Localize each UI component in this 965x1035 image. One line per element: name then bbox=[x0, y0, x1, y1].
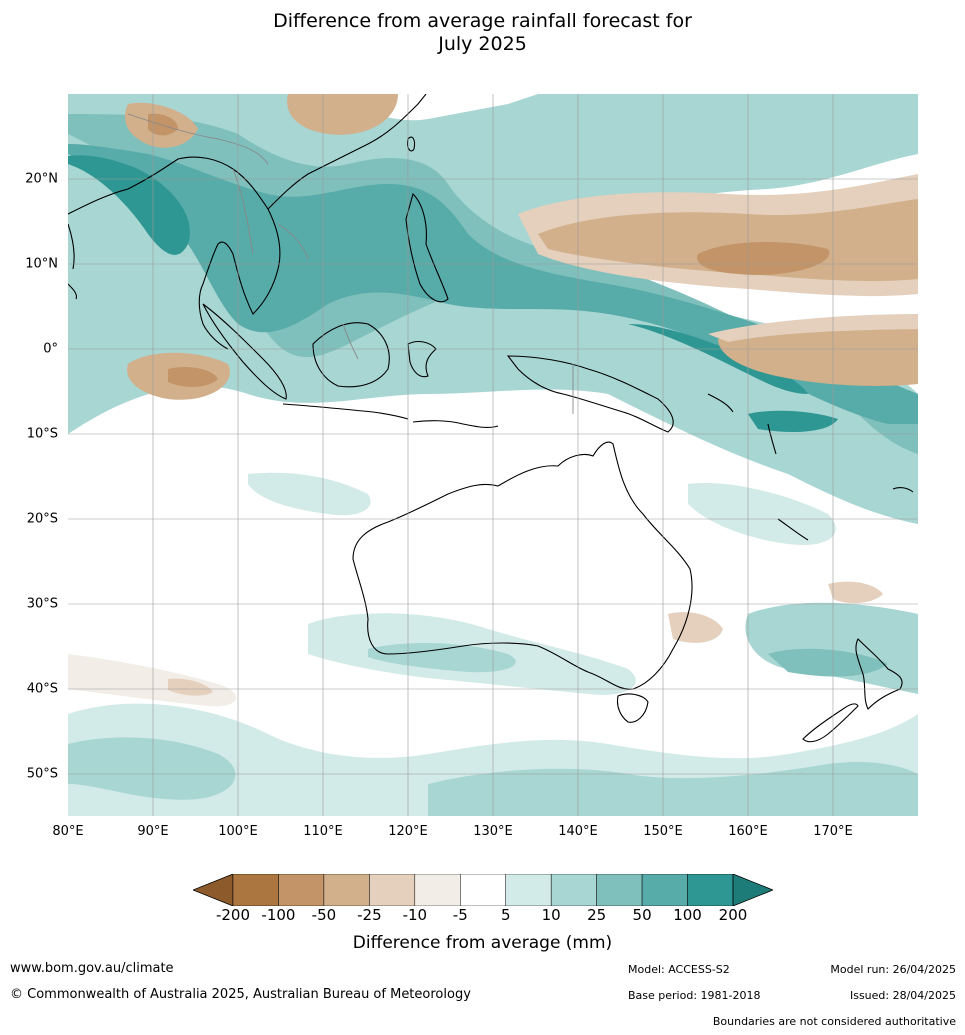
nz-south-island-outline bbox=[802, 703, 859, 743]
dry-south-indian-core bbox=[168, 678, 213, 696]
colorbar-tick-label: -25 bbox=[357, 906, 382, 924]
dry-nz-east bbox=[828, 581, 883, 604]
wet-tasman-core bbox=[768, 648, 888, 677]
country-borders bbox=[127, 113, 574, 414]
lon-label-160e: 160°E bbox=[728, 824, 768, 839]
lat-label-20n: 20°N bbox=[25, 171, 58, 187]
colorbar-tick-label: 50 bbox=[632, 906, 652, 924]
colorbar-tick-label: -10 bbox=[402, 906, 428, 924]
wet-tasman bbox=[745, 602, 918, 694]
colorbar-title: Difference from average (mm) bbox=[352, 933, 613, 953]
lat-label-20s: 20°S bbox=[26, 511, 58, 527]
new-guinea-outline bbox=[506, 355, 674, 433]
model-label: Model: ACCESS-S2 bbox=[628, 963, 730, 976]
model-run-label: Model run: 26/04/2025 bbox=[830, 963, 956, 976]
colorbar-tick-label: -100 bbox=[261, 906, 296, 924]
lat-label-50s: 50°S bbox=[26, 766, 58, 782]
colorbar-cell bbox=[232, 874, 279, 906]
wet-southern-ocean bbox=[428, 762, 918, 816]
lesser-sunda-outline bbox=[412, 420, 499, 429]
lat-label-0: 0° bbox=[43, 341, 58, 357]
colorbar bbox=[193, 874, 773, 906]
colorbar-cell bbox=[278, 874, 325, 906]
wet-band-core-2 bbox=[628, 324, 808, 394]
website-link[interactable]: www.bom.gov.au/climate bbox=[10, 961, 174, 976]
lon-label-140e: 140°E bbox=[558, 824, 598, 839]
colorbar-cell bbox=[369, 874, 416, 906]
lon-label-170e: 170°E bbox=[813, 824, 853, 839]
colorbar-cell bbox=[505, 874, 552, 906]
colorbar-tick-label: -50 bbox=[311, 906, 337, 924]
colorbar-cell bbox=[550, 874, 597, 906]
lon-label-100e: 100°E bbox=[218, 824, 258, 839]
dry-tasman bbox=[668, 612, 723, 643]
dry-indian-ocean-core bbox=[168, 367, 218, 387]
asia-mainland-outline bbox=[68, 94, 427, 350]
colorbar-cell bbox=[687, 874, 734, 906]
lon-label-90e: 90°E bbox=[137, 824, 169, 839]
lon-label-130e: 130°E bbox=[473, 824, 513, 839]
nz-north-island-outline bbox=[855, 638, 903, 710]
colorbar-cell bbox=[596, 874, 643, 906]
lat-label-10n: 10°N bbox=[25, 256, 58, 272]
wet-band-core-1 bbox=[68, 155, 190, 255]
dry-equator-east-light bbox=[708, 314, 918, 342]
colorbar-tick-label: 5 bbox=[500, 906, 511, 924]
base-period-label: Base period: 1981-2018 bbox=[628, 989, 761, 1002]
title-line-1: Difference from average rainfall forecas… bbox=[273, 10, 692, 32]
graticule bbox=[68, 94, 918, 816]
colorbar-tick-label: 25 bbox=[587, 906, 607, 924]
colorbar-cells bbox=[193, 874, 773, 906]
lon-label-150e: 150°E bbox=[643, 824, 683, 839]
disclaimer-text: Boundaries are not considered authoritat… bbox=[712, 1015, 956, 1028]
colorbar-cell bbox=[641, 874, 688, 906]
lon-label-80e: 80°E bbox=[52, 824, 84, 839]
colorbar-cell bbox=[414, 874, 461, 906]
colorbar-tick-label: 200 bbox=[718, 906, 748, 924]
dry-china-1 bbox=[287, 94, 398, 135]
colorbar-extend-high bbox=[732, 874, 773, 906]
lat-label-30s: 30°S bbox=[26, 596, 58, 612]
dry-equator-east bbox=[718, 324, 918, 386]
wet-band-core-3 bbox=[748, 410, 838, 432]
colorbar-tick-label: 100 bbox=[673, 906, 702, 924]
vanuatu-outline bbox=[767, 423, 777, 455]
dry-tibet-core bbox=[148, 113, 178, 136]
wet-west-aus bbox=[248, 472, 371, 516]
map-svg bbox=[68, 94, 918, 816]
wet-bight-core bbox=[368, 642, 516, 673]
wet-coral-sea bbox=[688, 483, 836, 545]
colorbar-cell bbox=[323, 874, 370, 906]
copyright-text: © Commonwealth of Australia 2025, Austra… bbox=[10, 987, 471, 1002]
dry-north-pacific-core bbox=[697, 242, 830, 275]
colorbar-tick-label: 10 bbox=[541, 906, 561, 924]
title-line-2: July 2025 bbox=[438, 33, 527, 55]
solomon-islands-outline bbox=[707, 393, 734, 413]
colorbar-cell bbox=[460, 874, 506, 906]
sumatra-outline bbox=[202, 303, 287, 400]
issued-label: Issued: 28/04/2025 bbox=[849, 989, 956, 1002]
india-outline bbox=[68, 223, 77, 300]
colorbar-extend-low bbox=[193, 874, 234, 906]
borneo-outline bbox=[312, 322, 390, 388]
lat-label-10s: 10°S bbox=[26, 426, 58, 442]
tasmania-outline bbox=[616, 693, 649, 723]
sulawesi-outline bbox=[407, 340, 437, 378]
australia-outline bbox=[352, 441, 693, 690]
lat-label-40s: 40°S bbox=[26, 681, 58, 697]
new-caledonia-outline bbox=[777, 518, 809, 541]
forecast-map bbox=[68, 94, 918, 816]
colorbar-tick-label: -5 bbox=[452, 906, 468, 924]
fiji-outline bbox=[892, 487, 914, 493]
lon-label-110e: 110°E bbox=[303, 824, 343, 839]
wet-south-indian-2 bbox=[68, 737, 236, 800]
coastlines bbox=[68, 94, 914, 743]
colorbar-tick-label: -200 bbox=[215, 906, 251, 924]
map-title: Difference from average rainfall forecas… bbox=[0, 10, 965, 56]
java-outline bbox=[282, 403, 409, 420]
lon-label-120e: 120°E bbox=[388, 824, 428, 839]
philippines-outline bbox=[405, 192, 449, 303]
